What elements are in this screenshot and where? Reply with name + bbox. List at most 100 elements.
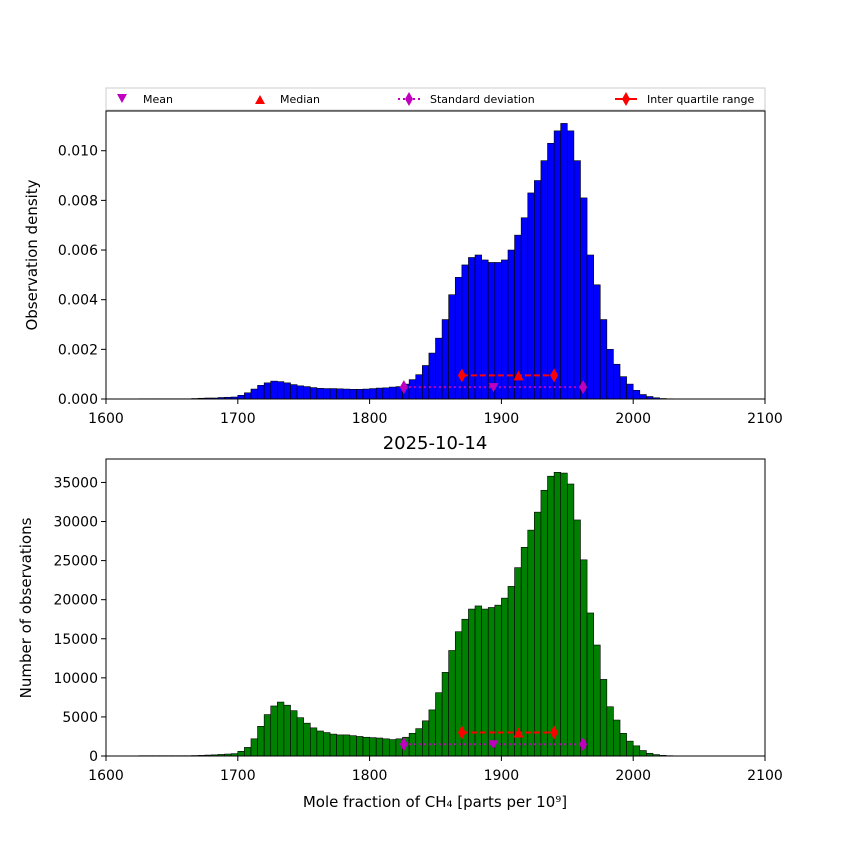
count-bar-1885 (481, 608, 489, 757)
count-y-tick-label: 20000 (53, 593, 98, 609)
density-bar-1905 (507, 249, 515, 400)
legend-mean-marker (117, 94, 127, 103)
density-x-tick-label: 1800 (352, 411, 388, 427)
count-bar-1750 (303, 722, 311, 757)
count-bar-1805 (375, 737, 384, 757)
count-bar-1700 (237, 751, 245, 757)
count-bar-1800 (369, 737, 377, 757)
density-axes-frame (105, 110, 766, 400)
count-bar-1850 (435, 692, 443, 757)
count-bar-1735 (283, 704, 291, 757)
count-chart-title: 2025-10-14 (383, 433, 488, 454)
legend-iqr-label: Inter quartile range (647, 93, 754, 106)
count-x-tick-label: 2100 (747, 768, 783, 784)
count-bar-1765 (323, 732, 331, 757)
density-std-marker-0 (399, 380, 408, 395)
density-bar-1790 (356, 389, 364, 400)
count-bar-1755 (309, 727, 318, 757)
count-bar-1710 (250, 738, 258, 757)
count-bar-1720 (263, 714, 272, 757)
count-bar-1975 (599, 679, 608, 757)
density-iqr-marker-0 (457, 368, 466, 383)
count-bar-1875 (468, 608, 476, 757)
density-bar-1865 (454, 277, 463, 400)
density-bar-1725 (270, 380, 278, 400)
count-bar-1775 (336, 734, 344, 757)
count-bar-1915 (520, 547, 529, 757)
density-bar-1765 (323, 388, 331, 400)
count-bar-1960 (580, 559, 588, 757)
count-y-ticks: 0 5000 10000 15000 20000 25000 30000 35000 (53, 475, 106, 765)
density-bar-1745 (296, 385, 304, 400)
density-y-tick-label: 0.000 (58, 392, 98, 408)
count-bar-1940 (553, 471, 562, 757)
density-x-tick-label: 2000 (615, 411, 651, 427)
count-bar-1905 (507, 586, 515, 757)
density-y-tick-label: 0.010 (58, 144, 98, 160)
count-bar-1985 (613, 719, 621, 757)
density-bar-1700 (237, 394, 245, 400)
count-bar-1715 (257, 725, 265, 757)
count-bar-1745 (296, 717, 304, 757)
count-bar-1730 (277, 701, 285, 757)
count-x-axis-label: Mole fraction of CH₄ [parts per 10⁹] (303, 793, 567, 811)
density-bar-1760 (316, 388, 324, 400)
density-bar-1710 (250, 388, 258, 400)
density-bar-1935 (547, 142, 555, 400)
density-histogram-panel: 1600 1700 1800 1900 2000 2100 0.000 0.002 0.004… (23, 110, 783, 427)
count-y-tick-label: 10000 (53, 671, 98, 687)
count-x-tick-label: 1800 (352, 768, 388, 784)
density-bar-1805 (375, 387, 384, 400)
count-std-marker-0 (399, 737, 408, 752)
density-bar-1960 (580, 197, 588, 400)
legend-frame (105, 87, 766, 111)
density-bar-1985 (613, 363, 621, 400)
count-bar-1740 (290, 710, 298, 757)
density-y-ticks: 0.000 0.002 0.004 0.006 0.008 0.010 (58, 144, 106, 408)
density-bar-1800 (369, 388, 377, 400)
density-bar-1995 (626, 383, 634, 400)
density-mean-marker (488, 383, 499, 393)
legend-median-label: Median (280, 93, 320, 106)
count-y-tick-label: 35000 (53, 475, 98, 491)
count-bar-1790 (356, 736, 364, 757)
count-bar-1910 (514, 567, 522, 757)
density-bar-2000 (632, 390, 641, 400)
density-bar-1980 (606, 349, 614, 400)
density-bar-1795 (362, 388, 370, 400)
count-x-tick-label: 1900 (484, 768, 520, 784)
count-bar-1770 (329, 733, 337, 757)
count-x-tick-label: 2000 (615, 768, 651, 784)
density-bar-1880 (474, 254, 482, 400)
count-bar-1845 (428, 709, 436, 757)
density-y-tick-label: 0.006 (58, 243, 98, 259)
density-y-axis-label: Observation density (23, 179, 41, 330)
legend-std-label: Standard deviation (430, 93, 535, 106)
count-bar-1990 (619, 733, 627, 757)
count-bar-1835 (415, 728, 423, 757)
density-bar-1730 (277, 381, 285, 400)
density-bar-1875 (468, 257, 476, 400)
count-y-tick-label: 30000 (53, 515, 98, 531)
density-bar-1735 (283, 382, 291, 400)
density-bar-1705 (244, 392, 252, 400)
density-bar-1775 (336, 388, 344, 400)
density-x-ticks: 1600 1700 1800 1900 2000 2100 (88, 399, 783, 427)
density-x-tick-label: 1900 (484, 411, 520, 427)
density-bar-1930 (540, 160, 548, 400)
density-bar-1850 (435, 337, 443, 400)
density-bars (138, 123, 674, 400)
density-y-tick-label: 0.002 (58, 342, 98, 358)
density-bar-1840 (422, 365, 430, 400)
count-bar-1945 (560, 472, 568, 757)
count-bar-1890 (487, 607, 496, 757)
count-y-tick-label: 0 (89, 749, 98, 765)
legend-mean-label: Mean (143, 93, 173, 106)
density-y-tick-label: 0.004 (58, 293, 98, 309)
density-bar-1895 (494, 262, 502, 400)
count-bar-1785 (349, 735, 357, 757)
count-bar-1930 (540, 489, 548, 757)
count-bar-1955 (573, 519, 581, 757)
density-bar-1950 (566, 130, 575, 400)
count-bar-1860 (448, 650, 456, 757)
